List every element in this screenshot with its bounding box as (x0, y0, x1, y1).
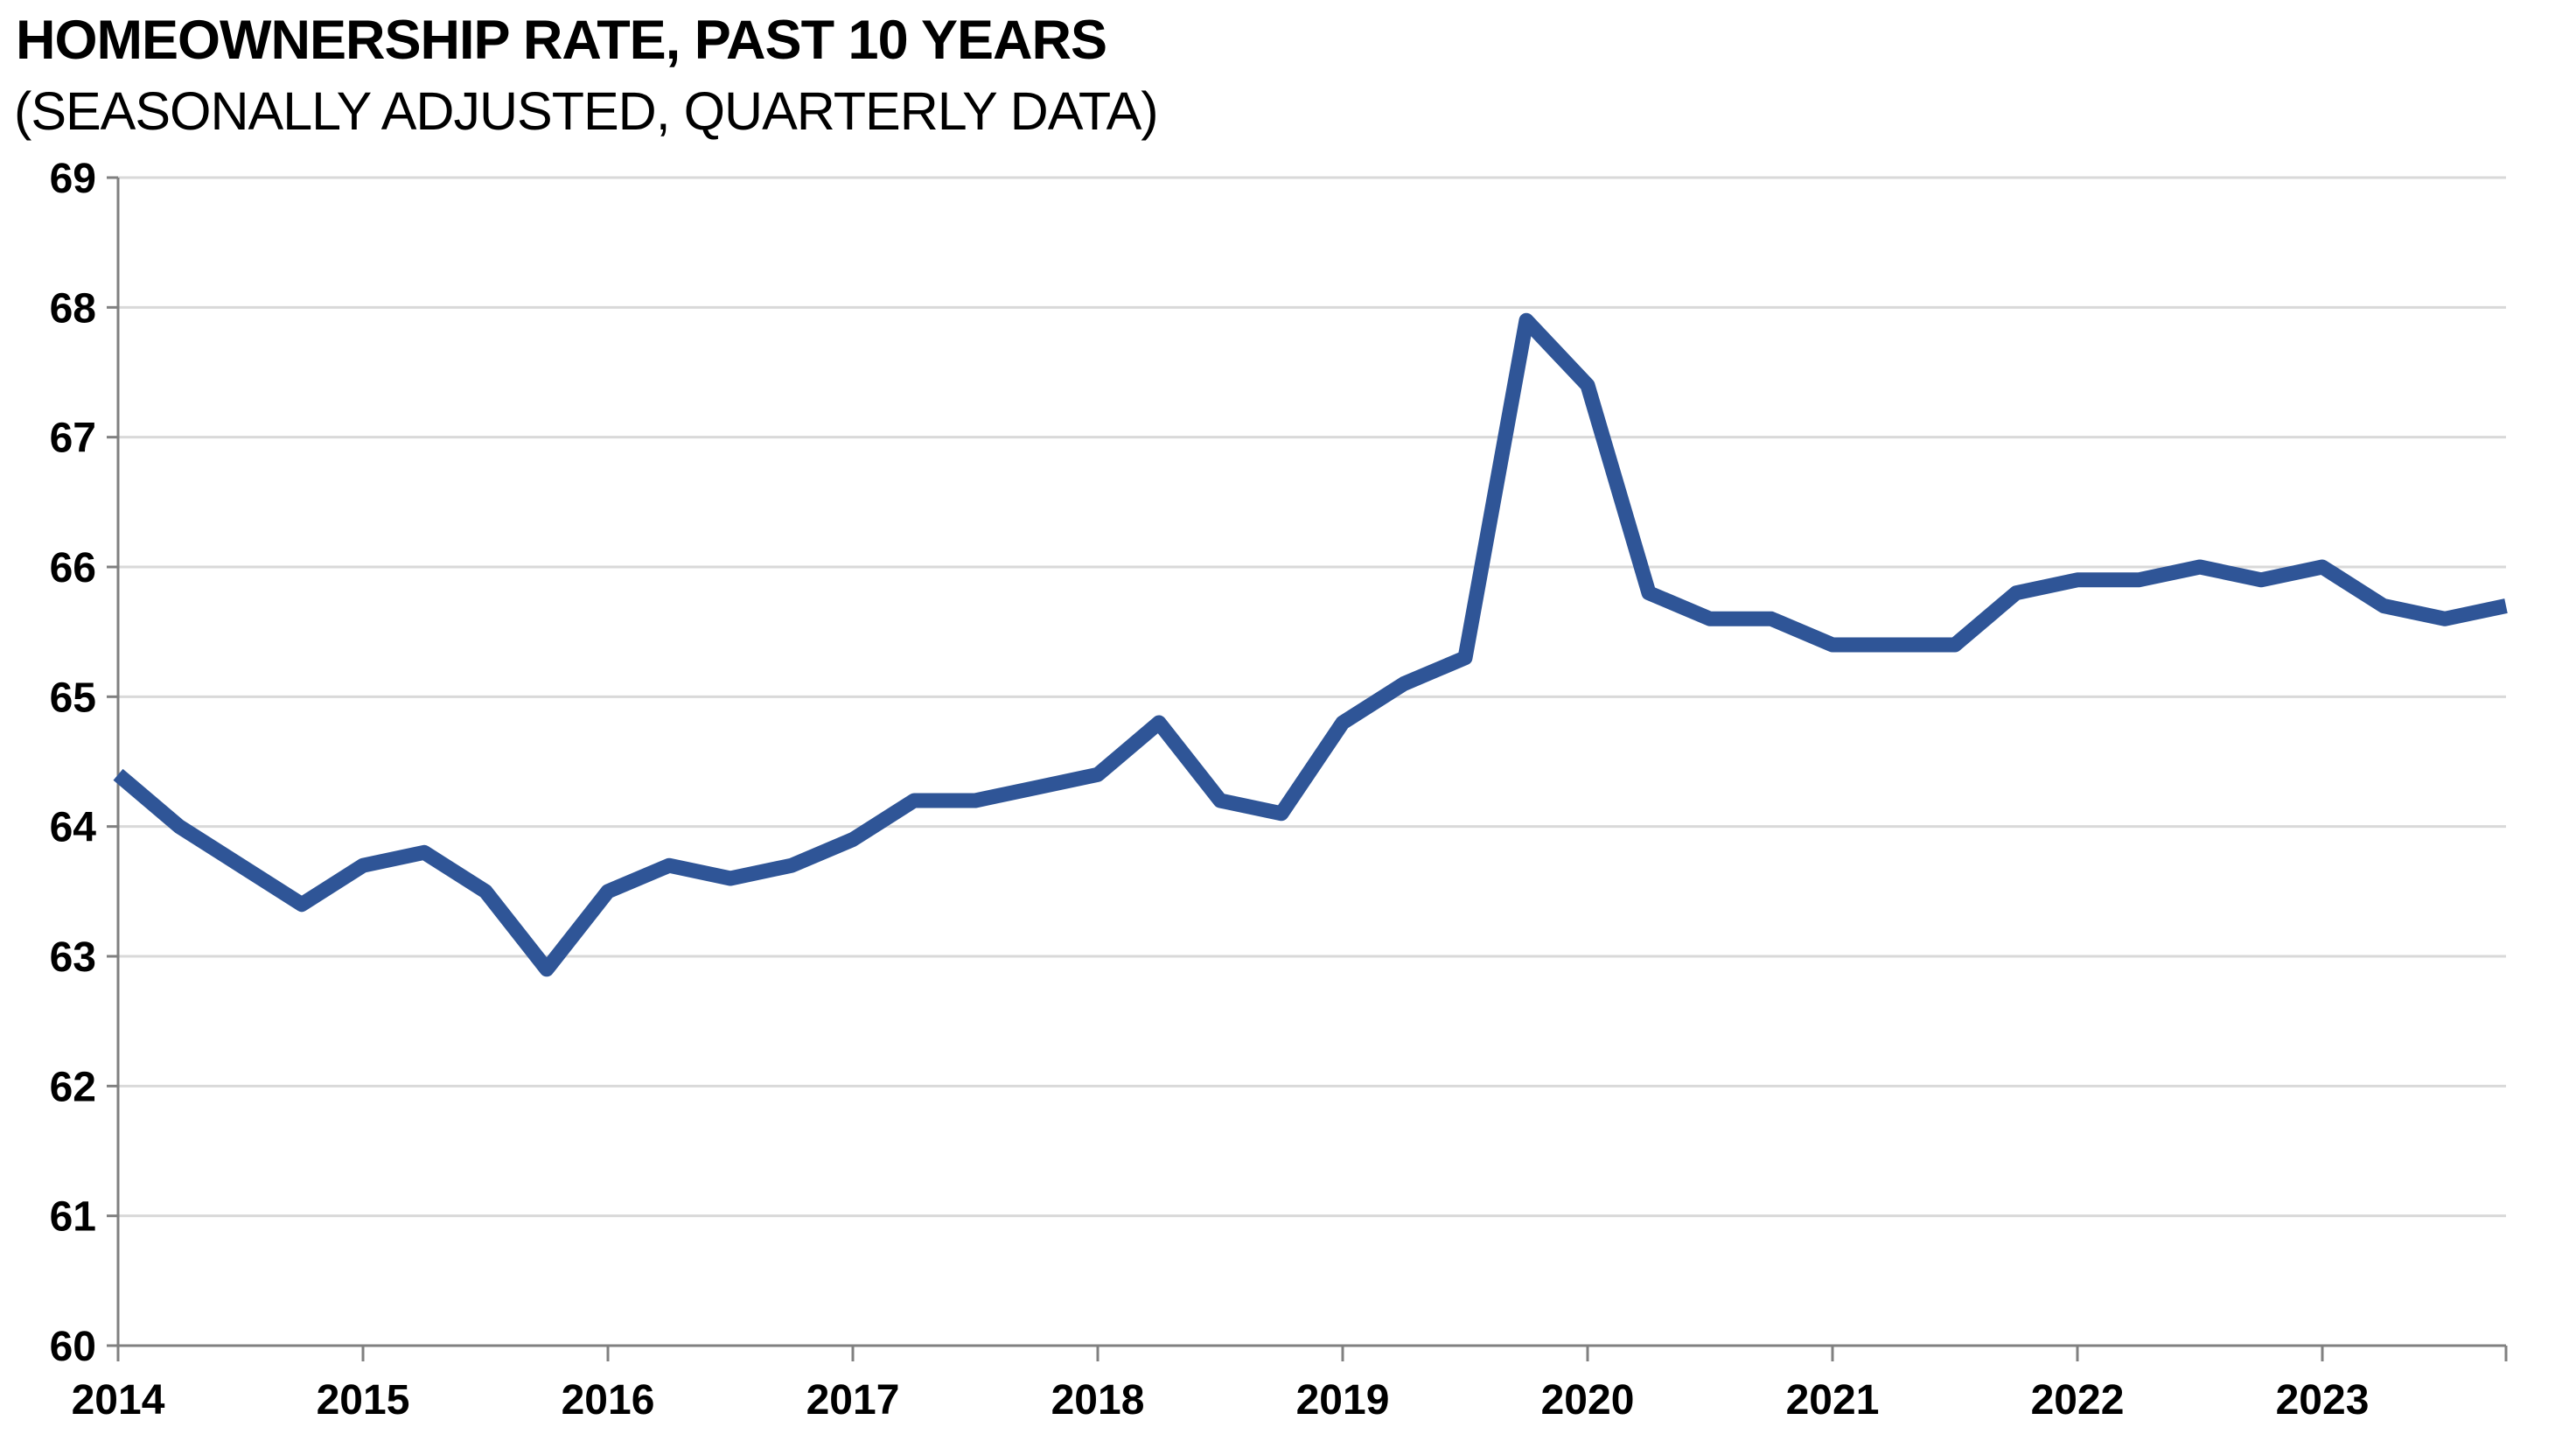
x-axis-label: 2023 (2276, 1377, 2370, 1424)
x-axis-labels: 2014 2015 2016 2017 2018 2019 2020 2021 2022 2023 (72, 1377, 2370, 1424)
x-axis-label: 2020 (1541, 1377, 1635, 1424)
x-axis-label: 2016 (562, 1377, 655, 1424)
x-axis-label: 2022 (2031, 1377, 2125, 1424)
y-axis-label: 63 (50, 934, 96, 981)
chart-title: HOMEOWNERSHIP RATE, PAST 10 YEARS (16, 10, 1107, 71)
y-axis-label: 69 (50, 156, 96, 202)
x-axis-label: 2021 (1786, 1377, 1880, 1424)
y-axis-label: 62 (50, 1064, 96, 1110)
axes (116, 178, 2506, 1347)
y-axis-label: 65 (50, 675, 96, 721)
y-axis-label: 61 (50, 1194, 96, 1241)
y-axis-label: 64 (50, 805, 97, 851)
y-axis-label: 68 (50, 285, 96, 332)
y-axis-label: 66 (50, 545, 96, 591)
x-axis-label: 2014 (72, 1377, 165, 1424)
y-axis-label: 60 (50, 1324, 96, 1370)
x-axis-label: 2019 (1296, 1377, 1390, 1424)
homeownership-rate-line (113, 312, 2508, 977)
y-axis-labels: 60 61 62 63 64 65 66 67 68 69 (50, 156, 97, 1370)
x-axis-label: 2017 (806, 1377, 900, 1424)
y-axis-ticks (107, 176, 118, 1347)
x-axis-label: 2015 (317, 1377, 410, 1424)
x-axis-ticks (116, 1346, 2508, 1361)
x-axis-label: 2018 (1051, 1377, 1145, 1424)
chart-subtitle: (SEASONALLY ADJUSTED, QUARTERLY DATA) (14, 81, 1159, 141)
gridlines (118, 176, 2506, 1218)
y-axis-label: 67 (50, 416, 96, 462)
